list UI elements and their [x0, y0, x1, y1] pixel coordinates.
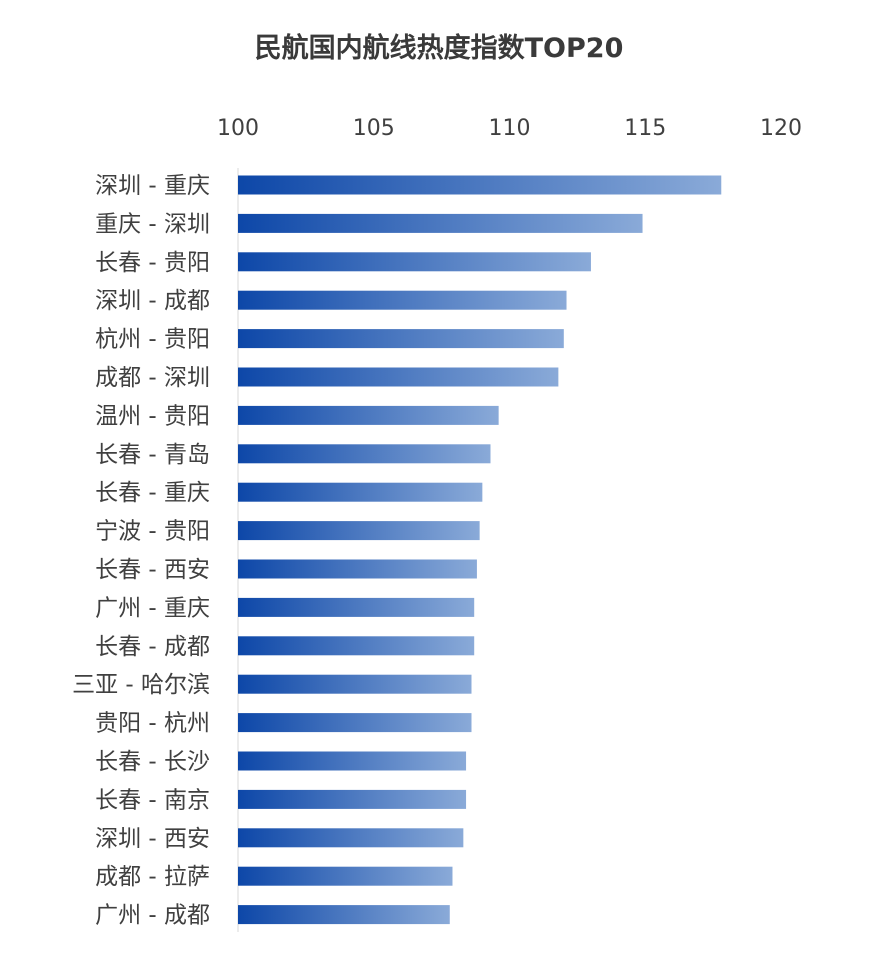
bar	[238, 674, 472, 694]
x-tick-label: 115	[624, 116, 666, 141]
category-label: 杭州 - 贵阳	[95, 327, 210, 353]
category-label: 重庆 - 深圳	[95, 211, 210, 237]
category-label: 长春 - 长沙	[95, 749, 210, 775]
category-label: 成都 - 拉萨	[95, 864, 210, 890]
category-label: 长春 - 成都	[95, 634, 210, 660]
category-label: 贵阳 - 杭州	[95, 711, 210, 737]
bar	[238, 367, 559, 387]
bar	[238, 290, 567, 310]
bar	[238, 175, 722, 195]
category-label: 宁波 - 贵阳	[95, 519, 210, 545]
category-label: 成都 - 深圳	[95, 365, 210, 391]
category-label: 长春 - 西安	[95, 557, 210, 583]
bar	[238, 751, 467, 771]
category-label: 广州 - 成都	[95, 903, 210, 929]
chart-title: 民航国内航线热度指数TOP20	[254, 33, 624, 64]
bar	[238, 789, 467, 809]
bar	[238, 866, 453, 886]
bar	[238, 252, 591, 272]
x-tick-labels: 100 105 110 115 120	[217, 116, 802, 141]
bar	[238, 636, 475, 656]
x-tick-label: 100	[217, 116, 259, 141]
category-label: 深圳 - 西安	[95, 826, 210, 852]
category-label: 温州 - 贵阳	[95, 403, 210, 429]
bar	[238, 329, 564, 349]
bar	[238, 597, 475, 617]
category-label: 长春 - 南京	[95, 787, 210, 813]
bars	[238, 175, 722, 925]
bar	[238, 559, 477, 579]
bar	[238, 828, 464, 848]
category-label: 长春 - 青岛	[95, 442, 210, 468]
x-tick-label: 120	[760, 116, 802, 141]
x-tick-label: 105	[353, 116, 395, 141]
bar	[238, 405, 499, 425]
x-tick-label: 110	[489, 116, 531, 141]
category-label: 三亚 - 哈尔滨	[72, 672, 210, 698]
bar	[238, 482, 483, 502]
bar	[238, 713, 472, 733]
category-label: 长春 - 重庆	[95, 480, 210, 506]
category-label: 深圳 - 重庆	[95, 173, 210, 199]
category-label: 长春 - 贵阳	[95, 250, 210, 276]
bar	[238, 521, 480, 541]
category-label: 深圳 - 成都	[95, 288, 210, 314]
category-label: 广州 - 重庆	[95, 595, 210, 621]
bar	[238, 905, 450, 925]
bar	[238, 444, 491, 464]
bar	[238, 213, 643, 233]
